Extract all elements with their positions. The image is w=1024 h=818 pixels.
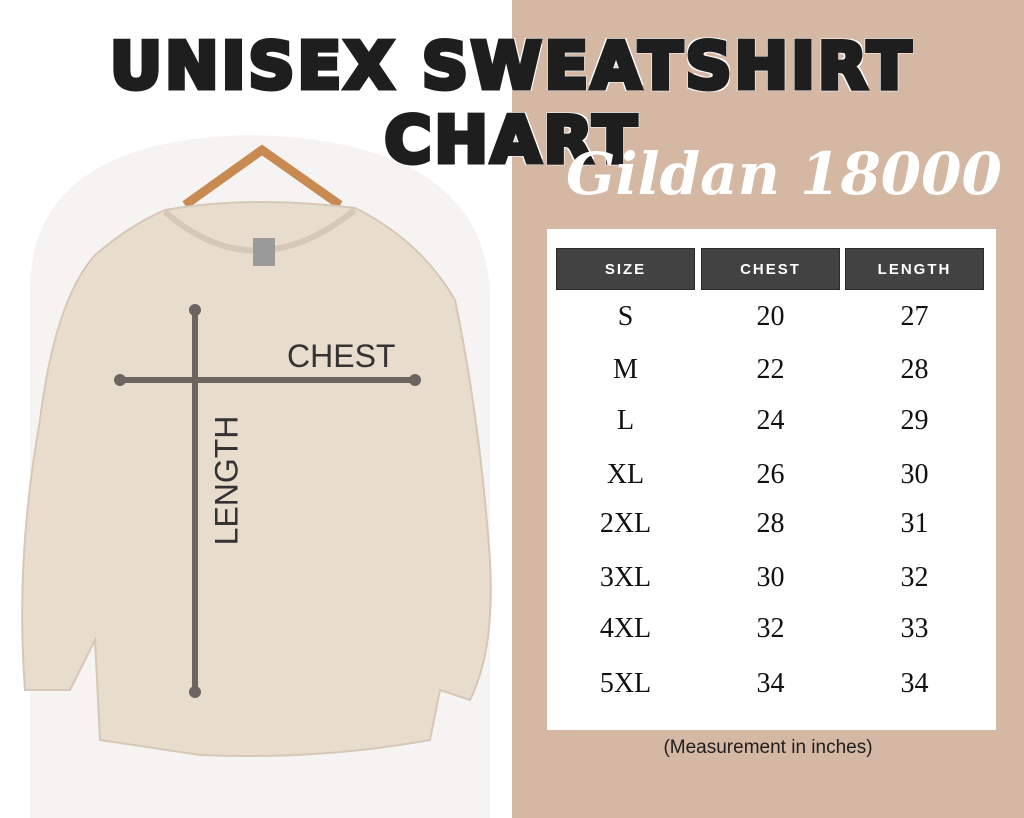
- table-row: 2XL 28 31: [547, 508, 996, 548]
- cell-size: 4XL: [599, 613, 652, 644]
- cell-length: 33: [900, 613, 929, 644]
- table-row: XL 26 30: [547, 459, 996, 499]
- table-row: M 22 28: [547, 354, 996, 394]
- cell-chest: 22: [756, 354, 785, 385]
- cell-length: 31: [900, 508, 929, 539]
- cell-size: L: [616, 405, 635, 436]
- length-endpoint: [189, 686, 201, 698]
- cell-length: 32: [900, 562, 929, 593]
- header-size: SIZE: [556, 248, 695, 290]
- cell-size: S: [617, 301, 634, 332]
- cell-chest: 24: [756, 405, 785, 436]
- chest-endpoint: [409, 374, 421, 386]
- cell-chest: 30: [756, 562, 785, 593]
- length-endpoint: [189, 304, 201, 316]
- page-title: UNISEX SWEATSHIRT CHART: [108, 28, 914, 181]
- cell-size: 5XL: [599, 668, 652, 699]
- cell-length: 34: [900, 668, 929, 699]
- table-row: 5XL 34 34: [547, 668, 996, 708]
- header-chest: CHEST: [701, 248, 840, 290]
- cell-chest: 20: [756, 301, 785, 332]
- measurement-note: (Measurement in inches): [663, 737, 873, 758]
- table-row: S 20 27: [547, 301, 996, 341]
- table-row: L 24 29: [547, 405, 996, 445]
- sweatshirt-illustration: [21, 135, 492, 818]
- table-row: 4XL 32 33: [547, 613, 996, 653]
- header-length: LENGTH: [845, 248, 984, 290]
- subtitle: Gildan 18000: [566, 140, 1002, 208]
- sweatshirt: [21, 201, 492, 757]
- neck-tag: [253, 238, 275, 266]
- cell-size: M: [613, 354, 638, 385]
- cell-length: 28: [900, 354, 929, 385]
- cell-length: 29: [900, 405, 929, 436]
- cell-chest: 28: [756, 508, 785, 539]
- hanger: [182, 144, 343, 209]
- chest-endpoint: [114, 374, 126, 386]
- table-row: 3XL 30 32: [547, 562, 996, 602]
- size-table: SIZE CHEST LENGTH S 20 27 M 22 28 L 24 29 XL 26 30 2…: [547, 229, 996, 730]
- cell-size: 3XL: [599, 562, 652, 593]
- cell-length: 30: [900, 459, 929, 490]
- cell-length: 27: [900, 301, 929, 332]
- chest-label: CHEST: [287, 338, 396, 374]
- cell-size: 2XL: [599, 508, 652, 539]
- cell-chest: 32: [756, 613, 785, 644]
- cell-chest: 26: [756, 459, 785, 490]
- cell-chest: 34: [756, 668, 785, 699]
- product-photo-panel: CHEST LENGTH: [21, 135, 492, 818]
- length-label: LENGTH: [208, 415, 245, 546]
- cell-size: XL: [606, 459, 645, 490]
